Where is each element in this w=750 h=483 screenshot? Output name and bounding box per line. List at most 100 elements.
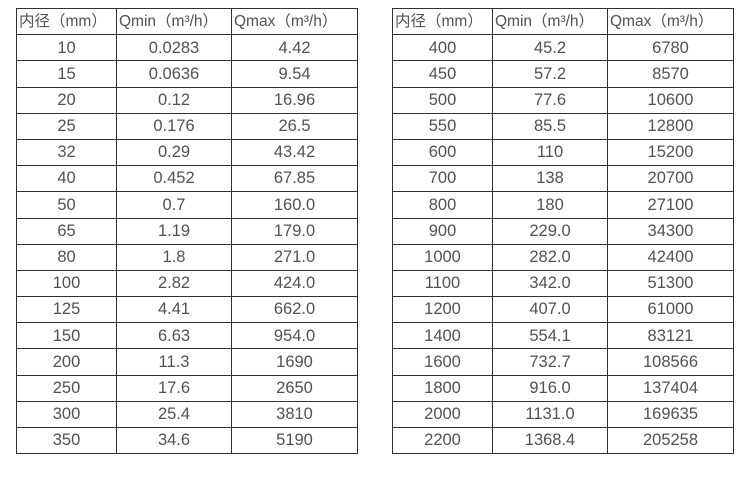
- column-header-qmin: Qmin（m³/h）: [492, 7, 608, 36]
- table-cell: 34.6: [116, 426, 232, 455]
- table-cell: 26.5: [231, 112, 358, 140]
- table-cell: 271.0: [231, 243, 358, 271]
- table-cell: 500: [392, 86, 493, 114]
- table-cell: 42400: [607, 243, 734, 271]
- table-cell: 61000: [607, 296, 734, 324]
- table-cell: 205258: [607, 426, 734, 455]
- table-cell: 20: [16, 86, 117, 114]
- table-body: 400 45.2 6780 450 57.2 8570 500 77.6 10600 550 85.…: [392, 34, 734, 455]
- table-row: 1000 282.0 42400: [392, 243, 734, 271]
- table-cell: 83121: [607, 322, 734, 350]
- table-cell: 43.42: [231, 138, 358, 167]
- table-cell: 11.3: [116, 348, 232, 376]
- table-row: 25 0.176 26.5: [16, 112, 358, 140]
- table-cell: 6780: [607, 34, 734, 62]
- table-header: 内径（mm） Qmin（m³/h） Qmax（m³/h）: [392, 7, 734, 36]
- table-cell: 100: [16, 269, 117, 298]
- flow-table-large-diameters: 内径（mm） Qmin（m³/h） Qmax（m³/h） 400 45.2 6780…: [392, 7, 734, 455]
- table-row: 65 1.19 179.0: [16, 217, 358, 245]
- table-cell: 34300: [607, 217, 734, 245]
- table-row: 150 6.63 954.0: [16, 322, 358, 350]
- table-cell: 25: [16, 112, 117, 140]
- table-cell: 15200: [607, 138, 734, 167]
- table-cell: 9.54: [231, 60, 358, 88]
- table-cell: 400: [392, 34, 493, 62]
- table-cell: 1400: [392, 322, 493, 350]
- table-cell: 169635: [607, 400, 734, 429]
- table-cell: 137404: [607, 374, 734, 402]
- table-cell: 32: [16, 138, 117, 167]
- table-cell: 51300: [607, 269, 734, 298]
- table-cell: 1800: [392, 374, 493, 402]
- column-header-qmax: Qmax（m³/h）: [607, 7, 734, 36]
- table-cell: 45.2: [492, 34, 608, 62]
- table-cell: 10: [16, 34, 117, 62]
- table-header: 内径（mm） Qmin（m³/h） Qmax（m³/h）: [16, 7, 358, 36]
- table-row: 450 57.2 8570: [392, 60, 734, 88]
- column-header-diameter: 内径（mm）: [16, 7, 117, 36]
- table-row: 600 110 15200: [392, 138, 734, 167]
- table-cell: 2650: [231, 374, 358, 402]
- table-cell: 5190: [231, 426, 358, 455]
- table-cell: 600: [392, 138, 493, 167]
- table-cell: 20700: [607, 165, 734, 193]
- table-cell: 900: [392, 217, 493, 245]
- table-cell: 1131.0: [492, 400, 608, 429]
- table-row: 200 11.3 1690: [16, 348, 358, 376]
- table-cell: 229.0: [492, 217, 608, 245]
- table-cell: 4.41: [116, 296, 232, 324]
- table-cell: 138: [492, 165, 608, 193]
- table-cell: 1600: [392, 348, 493, 376]
- table-cell: 250: [16, 374, 117, 402]
- table-cell: 125: [16, 296, 117, 324]
- table-row: 10 0.0283 4.42: [16, 34, 358, 62]
- table-cell: 350: [16, 426, 117, 455]
- table-cell: 179.0: [231, 217, 358, 245]
- flow-table-small-diameters: 内径（mm） Qmin（m³/h） Qmax（m³/h） 10 0.0283 4.4…: [16, 7, 358, 455]
- table-row: 40 0.452 67.85: [16, 165, 358, 193]
- table-cell: 3810: [231, 400, 358, 429]
- tables-container: 内径（mm） Qmin（m³/h） Qmax（m³/h） 10 0.0283 4.4…: [16, 7, 734, 455]
- table-cell: 180: [492, 191, 608, 219]
- table-cell: 300: [16, 400, 117, 429]
- table-row: 400 45.2 6780: [392, 34, 734, 62]
- table-cell: 85.5: [492, 112, 608, 140]
- table-cell: 1368.4: [492, 426, 608, 455]
- table-cell: 50: [16, 191, 117, 219]
- table-row: 125 4.41 662.0: [16, 296, 358, 324]
- table-cell: 954.0: [231, 322, 358, 350]
- table-cell: 110: [492, 138, 608, 167]
- table-cell: 0.7: [116, 191, 232, 219]
- table-body: 10 0.0283 4.42 15 0.0636 9.54 20 0.12 16.96 25 0.1…: [16, 34, 358, 455]
- table-cell: 732.7: [492, 348, 608, 376]
- table-row: 1400 554.1 83121: [392, 322, 734, 350]
- table-cell: 150: [16, 322, 117, 350]
- table-cell: 700: [392, 165, 493, 193]
- table-row: 250 17.6 2650: [16, 374, 358, 402]
- table-cell: 25.4: [116, 400, 232, 429]
- table-cell: 424.0: [231, 269, 358, 298]
- table-cell: 2200: [392, 426, 493, 455]
- table-cell: 67.85: [231, 165, 358, 193]
- table-cell: 0.452: [116, 165, 232, 193]
- table-cell: 160.0: [231, 191, 358, 219]
- table-cell: 550: [392, 112, 493, 140]
- table-row: 2000 1131.0 169635: [392, 400, 734, 429]
- table-cell: 916.0: [492, 374, 608, 402]
- table-row: 350 34.6 5190: [16, 426, 358, 455]
- table-row: 32 0.29 43.42: [16, 138, 358, 167]
- table-cell: 2.82: [116, 269, 232, 298]
- table-cell: 0.0283: [116, 34, 232, 62]
- table-cell: 6.63: [116, 322, 232, 350]
- table-cell: 662.0: [231, 296, 358, 324]
- table-cell: 12800: [607, 112, 734, 140]
- table-cell: 2000: [392, 400, 493, 429]
- table-cell: 1.19: [116, 217, 232, 245]
- table-cell: 4.42: [231, 34, 358, 62]
- table-row: 15 0.0636 9.54: [16, 60, 358, 88]
- table-cell: 27100: [607, 191, 734, 219]
- table-cell: 77.6: [492, 86, 608, 114]
- table-cell: 554.1: [492, 322, 608, 350]
- table-row: 550 85.5 12800: [392, 112, 734, 140]
